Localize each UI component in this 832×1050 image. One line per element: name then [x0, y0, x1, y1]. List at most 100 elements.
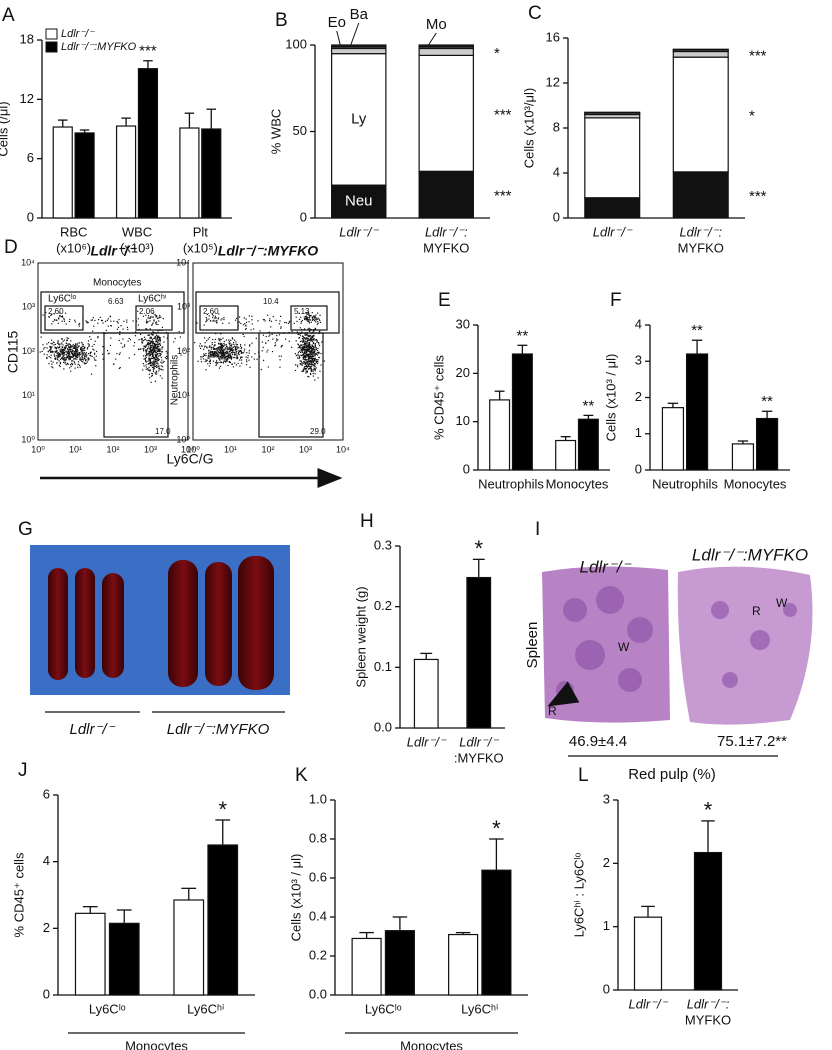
dot — [152, 348, 154, 350]
dot — [60, 350, 62, 352]
dot — [148, 334, 150, 336]
dot — [70, 355, 72, 358]
dot — [133, 341, 136, 344]
dot — [151, 324, 153, 326]
dot — [145, 355, 147, 357]
dot — [147, 363, 150, 365]
dot — [153, 337, 155, 340]
dot — [218, 356, 221, 358]
y-tick-label: 2 — [43, 920, 50, 935]
dot — [91, 319, 94, 321]
dot — [317, 351, 319, 353]
dot — [313, 361, 315, 363]
dot — [313, 351, 315, 353]
dot — [154, 346, 156, 348]
dot — [64, 362, 66, 364]
dot — [69, 363, 72, 366]
dot — [154, 361, 156, 363]
dot — [320, 364, 322, 366]
dot — [307, 353, 310, 355]
dot — [53, 353, 55, 355]
dot — [65, 351, 67, 353]
dot — [50, 342, 52, 345]
dot — [205, 369, 207, 371]
dot — [142, 315, 145, 317]
dot — [298, 345, 301, 347]
dot — [219, 340, 221, 342]
dot — [83, 357, 85, 360]
dot — [239, 365, 241, 367]
dot — [209, 320, 212, 322]
dot — [309, 351, 311, 353]
dot — [310, 337, 312, 340]
dot — [149, 320, 151, 322]
dot — [159, 375, 161, 377]
dot — [146, 353, 148, 356]
dot — [215, 351, 217, 354]
dot — [82, 348, 84, 350]
dot — [212, 353, 214, 355]
dot — [157, 343, 160, 346]
dot — [240, 347, 242, 350]
dot — [308, 327, 310, 329]
dot — [304, 355, 306, 358]
dot — [76, 356, 78, 358]
dot — [61, 315, 64, 317]
leader-line — [336, 30, 342, 47]
dot — [240, 351, 242, 353]
dot — [247, 355, 249, 357]
dot — [228, 357, 230, 359]
dot — [151, 341, 153, 343]
y-tick-label: 20 — [456, 365, 470, 380]
region-label: R — [752, 604, 761, 618]
dot — [81, 358, 83, 360]
dot — [312, 354, 314, 356]
dot — [61, 346, 63, 348]
dot — [120, 325, 122, 327]
dot — [241, 352, 243, 354]
dot — [209, 360, 212, 362]
dot — [293, 322, 295, 324]
dot — [308, 367, 310, 370]
dot — [154, 314, 156, 316]
dot — [62, 358, 64, 360]
dot — [65, 354, 67, 356]
dot — [231, 346, 233, 348]
dot — [238, 321, 240, 323]
dot — [278, 323, 280, 325]
dot — [151, 323, 153, 325]
dot — [312, 369, 314, 371]
dot — [237, 346, 239, 348]
dot — [122, 346, 124, 348]
dot — [204, 342, 206, 344]
dot — [155, 340, 157, 342]
dot — [70, 365, 72, 367]
dot — [301, 354, 304, 356]
dot — [154, 363, 156, 365]
dot — [242, 352, 245, 354]
dot — [302, 347, 304, 349]
dot — [312, 348, 315, 350]
dot — [149, 347, 151, 349]
dot — [284, 321, 286, 324]
x-tick-label: Plt — [193, 224, 209, 239]
dot — [277, 339, 279, 341]
dot — [228, 351, 230, 353]
y-tick-label: 12 — [546, 74, 560, 89]
dot — [159, 352, 161, 354]
dot — [64, 347, 67, 350]
x-tick-label: 10⁰ — [186, 444, 200, 454]
dot — [314, 317, 316, 319]
dot — [312, 353, 315, 355]
panel-letter: L — [578, 765, 589, 786]
dot — [159, 348, 161, 350]
dot — [301, 362, 303, 364]
dot — [155, 337, 157, 340]
dot — [156, 337, 159, 340]
dot — [87, 359, 89, 361]
dot — [206, 340, 208, 342]
dot — [59, 362, 62, 365]
dot — [298, 355, 301, 357]
x-tick-label: Neutrophils — [652, 476, 718, 491]
dot — [251, 356, 253, 358]
